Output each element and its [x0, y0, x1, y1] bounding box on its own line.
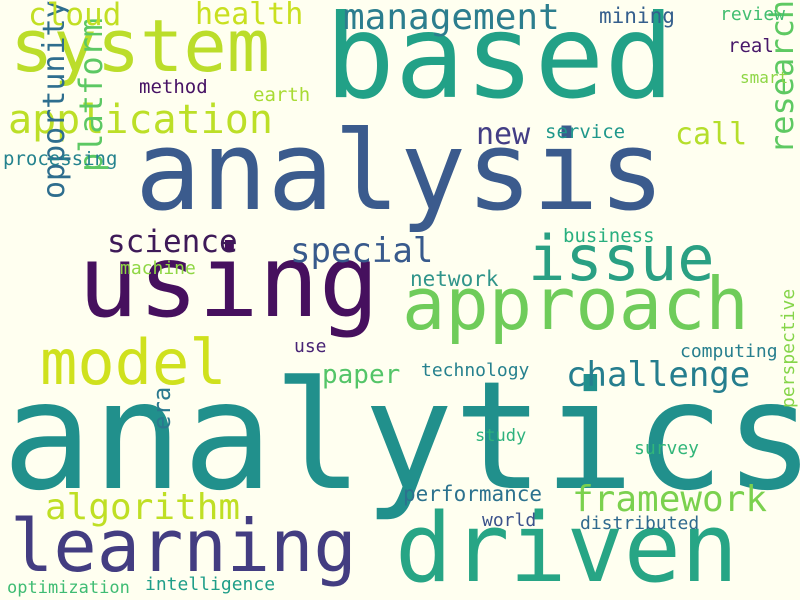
word-issue: issue [528, 222, 715, 295]
word-perspective: perspective [778, 288, 799, 408]
word-algorithm: algorithm [45, 487, 241, 528]
word-performance: performance [403, 482, 543, 506]
word-new: new [476, 117, 531, 152]
word-processing: processing [3, 148, 118, 170]
word-using: using [78, 223, 380, 340]
word-science: science [107, 224, 238, 260]
word-framework: framework [572, 479, 768, 520]
word-analytics: analytics [2, 350, 800, 524]
word-smart: smart [740, 68, 789, 87]
word-health: health [195, 0, 304, 32]
word-application: application [8, 97, 273, 143]
word-analysis: analysis [135, 107, 665, 235]
word-era: era [148, 386, 176, 430]
word-business: business [563, 225, 655, 247]
word-model: model [40, 326, 227, 399]
word-learning: learning [10, 504, 357, 588]
word-approach: approach [402, 262, 749, 346]
word-network: network [410, 267, 499, 291]
word-earth: earth [253, 84, 311, 106]
word-survey: survey [634, 438, 700, 459]
word-special: special [290, 231, 434, 271]
word-machine: machine [120, 258, 196, 279]
word-based: based [325, 0, 675, 125]
word-review: review [720, 4, 786, 25]
word-system: system [10, 4, 271, 88]
word-call: call [675, 117, 748, 152]
word-cloud: cloud [28, 0, 122, 33]
word-service: service [545, 121, 626, 143]
word-intelligence: intelligence [145, 574, 276, 595]
word-management: management [343, 0, 560, 38]
word-computing: computing [680, 341, 778, 362]
word-paper: paper [322, 360, 401, 390]
word-world: world [482, 510, 537, 531]
word-mining: mining [599, 4, 675, 28]
word-driven: driven [395, 494, 739, 600]
word-real: real [728, 35, 774, 57]
word-distributed: distributed [580, 513, 700, 534]
word-optimization: optimization [7, 578, 130, 598]
word-use: use [294, 336, 327, 357]
word-study: study [475, 426, 527, 446]
word-method: method [139, 76, 208, 98]
word-technology: technology [421, 360, 530, 381]
word-challenge: challenge [566, 355, 751, 395]
